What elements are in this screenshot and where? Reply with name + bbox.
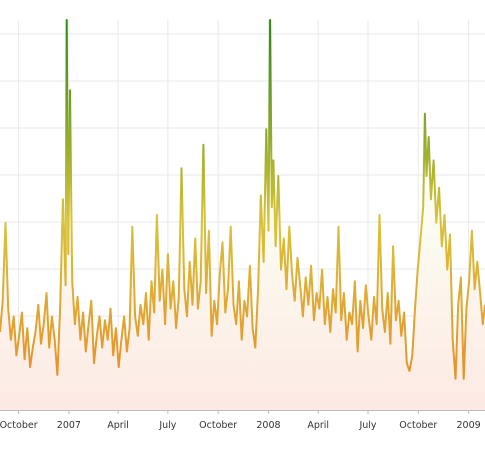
x-tick-label: April [307,420,329,431]
x-tick-label: July [158,420,176,431]
x-tick-label: October [0,420,38,431]
series-line [0,19,485,380]
x-ticks: October 2007 April July October 2008 April July… [0,410,481,431]
x-tick-label: October [399,420,437,431]
x-tick-label: 2008 [256,420,280,431]
x-tick-label: 2009 [457,420,481,431]
x-tick-label: October [199,420,237,431]
x-tick-label: July [358,420,376,431]
x-tick-label: 2007 [57,420,81,431]
x-tick-label: April [107,420,129,431]
